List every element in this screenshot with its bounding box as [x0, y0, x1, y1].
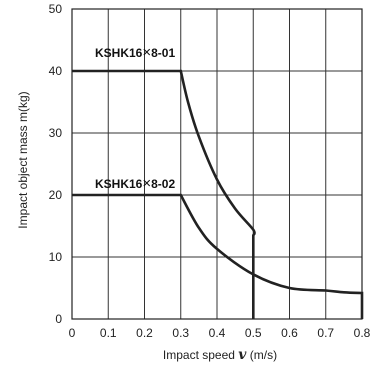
y-tick-label: 30 — [49, 126, 63, 140]
x-tick-label: 0.1 — [100, 326, 117, 340]
series-label-kshk16-8-02: KSHK16×8-02 — [95, 175, 175, 192]
x-tick-label: 0.4 — [209, 326, 226, 340]
y-tick-label: 10 — [49, 250, 63, 264]
y-tick-label: 20 — [49, 188, 63, 202]
x-tick-label: 0.7 — [317, 326, 334, 340]
y-tick-label: 50 — [49, 2, 63, 16]
y-axis-title: Impact object mass m(kg) — [16, 91, 30, 228]
x-tick-label: 0.3 — [172, 326, 189, 340]
x-axis-title: Impact speed v (m/s) — [163, 347, 277, 363]
y-tick-label: 0 — [55, 312, 62, 326]
series-label-kshk16-8-01: KSHK16×8-01 — [95, 44, 175, 61]
x-tick-label: 0.2 — [136, 326, 153, 340]
series-line-1 — [72, 193, 364, 319]
plot-frame — [71, 8, 363, 320]
x-tick-label: 0.5 — [245, 326, 262, 340]
series-line-0 — [72, 69, 256, 319]
series-group — [72, 69, 364, 319]
y-tick-labels: 0 10 20 30 40 50 — [49, 2, 63, 326]
x-tick-labels: 0 0.1 0.2 0.3 0.4 0.5 0.6 0.7 0.8 — [69, 326, 371, 340]
x-tick-label: 0 — [69, 326, 76, 340]
x-tick-label: 0.8 — [354, 326, 371, 340]
y-tick-label: 40 — [49, 64, 63, 78]
x-tick-label: 0.6 — [281, 326, 298, 340]
